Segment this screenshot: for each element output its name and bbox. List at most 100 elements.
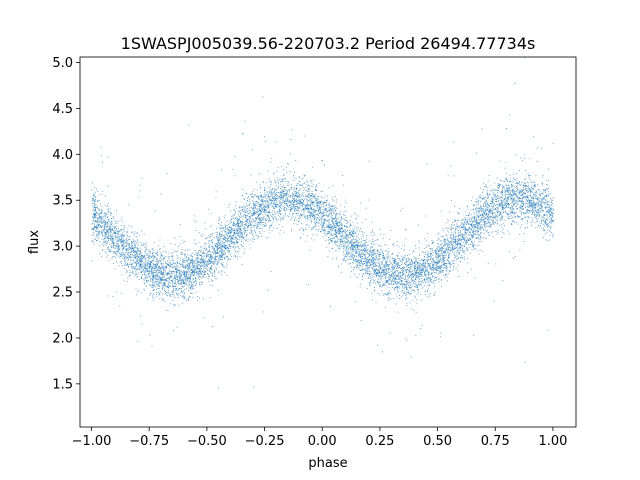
data-point [192,296,194,298]
data-point [519,249,521,251]
data-point [401,280,403,282]
data-point [187,266,189,268]
data-point [163,279,165,281]
data-point [447,247,449,249]
data-point [472,235,474,237]
data-point [316,200,317,202]
data-point [169,261,171,263]
data-point [181,264,183,266]
data-point [436,262,438,264]
data-point [140,247,142,249]
data-point [475,231,477,233]
data-point [453,241,455,242]
data-point [379,261,381,263]
data-point [386,244,388,246]
data-point [390,269,392,271]
data-point [306,189,307,191]
data-point [263,206,265,208]
data-point [286,193,288,194]
data-point [190,284,192,286]
data-point [201,236,203,237]
data-point [384,265,386,267]
data-point [463,246,465,248]
data-point [152,294,154,296]
data-point [338,212,340,214]
data-point [296,192,298,193]
data-point [129,274,131,276]
data-point [218,227,220,229]
data-point [224,225,226,227]
data-point [260,187,262,189]
data-point [183,283,184,285]
data-point [162,273,163,275]
data-point [409,281,410,283]
data-point [210,251,212,253]
data-point [101,226,103,228]
data-point [145,277,147,279]
data-point [354,239,356,240]
data-point [250,212,252,214]
data-point [336,226,338,228]
data-point [428,281,430,283]
data-point [291,206,293,208]
data-point [146,255,148,256]
data-point [433,259,435,261]
data-point [176,288,178,290]
data-point [138,267,140,269]
data-point [230,240,232,242]
data-point [305,195,307,197]
data-point [207,256,209,258]
data-point [394,281,396,283]
data-point [479,222,481,224]
data-point [425,281,426,283]
data-point [442,230,444,232]
data-point [505,196,506,198]
data-point [135,250,137,252]
data-point [430,279,432,281]
data-point [251,194,252,195]
data-point [463,227,465,229]
data-point [202,252,203,254]
data-point [417,262,419,263]
data-point [501,216,503,217]
data-point [529,195,530,197]
data-point [280,197,281,198]
data-point [251,196,252,198]
data-point [513,203,515,205]
data-point [438,259,440,261]
data-point [389,297,390,299]
data-point [432,272,434,274]
data-point [125,264,127,266]
data-point [280,178,282,180]
data-point [278,219,279,221]
data-point [184,279,186,281]
data-point [549,205,551,206]
data-point [349,241,350,243]
data-point [515,182,517,184]
data-point [107,249,109,251]
data-point [433,263,434,265]
data-point [103,230,105,232]
data-point [105,227,107,229]
data-point [328,216,329,217]
data-point [92,182,94,184]
data-point [145,284,147,286]
data-point [549,230,551,232]
data-point [238,233,239,235]
data-point [218,242,220,244]
data-point [227,248,229,250]
data-point [368,255,370,257]
data-point [248,217,250,219]
data-point [285,194,287,196]
data-point [223,248,225,250]
data-point [393,262,395,264]
data-point [137,232,139,233]
data-point [386,268,388,270]
data-point [123,258,125,260]
data-point [506,199,507,201]
data-point [491,211,493,213]
data-point [476,244,478,246]
data-point [160,277,162,279]
data-point [135,273,137,275]
data-point [152,275,153,277]
